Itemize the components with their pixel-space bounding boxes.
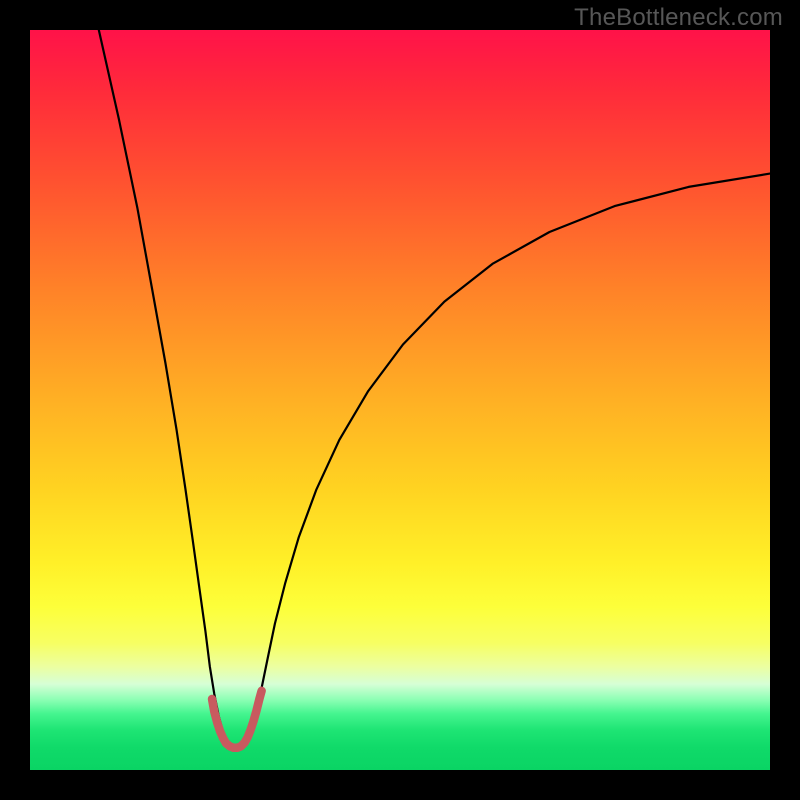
plot-area [30, 30, 770, 770]
chart-svg [30, 30, 770, 770]
watermark-text: TheBottleneck.com [574, 4, 783, 32]
gradient-background [30, 30, 770, 770]
